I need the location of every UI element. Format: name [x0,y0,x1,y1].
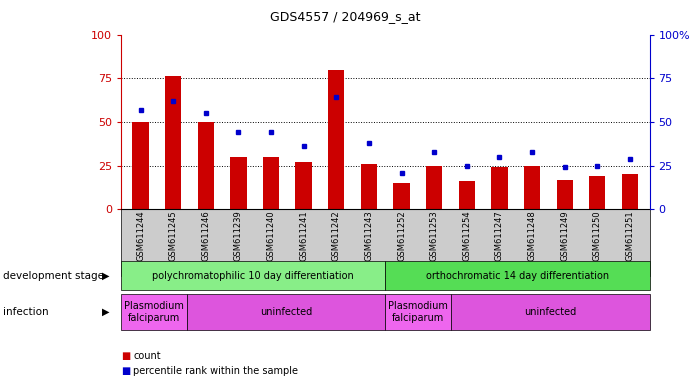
Bar [361,164,377,209]
Text: uninfected: uninfected [524,307,576,317]
Bar [524,166,540,209]
Text: percentile rank within the sample: percentile rank within the sample [133,366,299,376]
Text: ▶: ▶ [102,270,109,281]
Bar [328,70,344,209]
Bar [230,157,247,209]
Text: development stage: development stage [3,270,104,281]
Bar [263,157,279,209]
Text: ■: ■ [121,351,130,361]
Text: uninfected: uninfected [260,307,312,317]
Bar [393,183,410,209]
Bar [622,174,638,209]
Bar [491,167,508,209]
Bar [296,162,312,209]
Text: infection: infection [3,307,49,317]
Text: ▶: ▶ [102,307,109,317]
Bar [426,166,442,209]
Text: Plasmodium
falciparum: Plasmodium falciparum [124,301,184,323]
Text: GDS4557 / 204969_s_at: GDS4557 / 204969_s_at [270,10,421,23]
Bar [133,122,149,209]
Bar [165,76,181,209]
Text: orthochromatic 14 day differentiation: orthochromatic 14 day differentiation [426,270,609,281]
Bar [589,176,605,209]
Bar [459,181,475,209]
Text: Plasmodium
falciparum: Plasmodium falciparum [388,301,448,323]
Text: count: count [133,351,161,361]
Text: ■: ■ [121,366,130,376]
Text: polychromatophilic 10 day differentiation: polychromatophilic 10 day differentiatio… [152,270,354,281]
Bar [198,122,214,209]
Bar [556,180,573,209]
